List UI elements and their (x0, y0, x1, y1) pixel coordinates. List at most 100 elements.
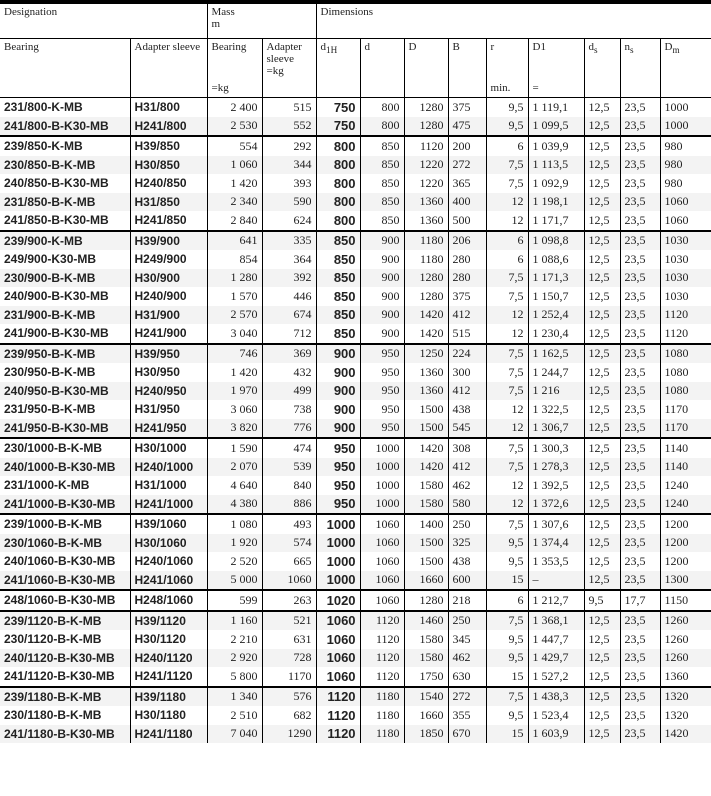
cell-adapter-sleeve: H30/1000 (129, 437, 208, 458)
cell-mass-bearing: 4 380 (206, 494, 263, 514)
cell-d1h: 1060 (315, 667, 361, 687)
table-row: 230/1000-B-K-MB H30/1000 1 590 474 950 1000 14… (0, 437, 711, 458)
cell-Dm: 1030 (659, 287, 711, 306)
cell-d: 1000 (359, 494, 405, 514)
cell-d: 950 (359, 400, 405, 419)
cell-Dm: 1080 (659, 381, 711, 400)
cell-r: 7,5 (485, 609, 529, 630)
cell-d: 1000 (359, 476, 405, 495)
cell-bearing: 240/1000-B-K30-MB (0, 457, 130, 476)
cell-D1: 1 374,4 (527, 533, 585, 552)
cell-D1: 1 198,1 (527, 192, 585, 211)
cell-d1h: 750 (315, 116, 361, 136)
cell-B: 462 (447, 648, 487, 667)
cell-bearing: 239/1000-B-K-MB (0, 513, 130, 534)
cell-mass-bearing: 1 970 (206, 381, 263, 400)
table-row: 241/950-B-K30-MB H241/950 3 820 776 900 950 15… (0, 418, 711, 438)
cell-adapter-sleeve: H30/1180 (129, 706, 208, 725)
cell-ds: 12,5 (583, 457, 621, 476)
cell-r: 9,5 (485, 533, 529, 552)
cell-d1h: 800 (315, 211, 361, 231)
cell-adapter-sleeve: H30/1060 (129, 533, 208, 552)
cell-B: 412 (447, 457, 487, 476)
cell-d: 1060 (359, 513, 405, 534)
cell-D: 1250 (403, 342, 449, 363)
cell-d1h: 1060 (315, 609, 361, 630)
cell-D1: 1 230,4 (527, 324, 585, 344)
cell-Dm: 1240 (659, 476, 711, 495)
cell-mass-adapter: 886 (261, 494, 317, 514)
cell-B: 272 (447, 155, 487, 174)
cell-D: 1420 (403, 437, 449, 458)
table-row: 241/1120-B-K30-MB H241/1120 5 800 1170 1060 1… (0, 667, 711, 687)
cell-d: 1000 (359, 457, 405, 476)
cell-ns: 23,5 (619, 268, 661, 287)
cell-mass-adapter: 392 (261, 268, 317, 287)
cell-mass-bearing: 599 (206, 589, 263, 611)
cell-mass-adapter: 840 (261, 476, 317, 495)
cell-ds: 12,5 (583, 400, 621, 419)
cell-mass-bearing: 1 590 (206, 437, 263, 458)
table-row: 239/1000-B-K-MB H39/1060 1 080 493 1000 1060 1… (0, 513, 711, 534)
cell-mass-adapter: 1290 (261, 724, 317, 743)
cell-ds: 12,5 (583, 363, 621, 382)
cell-mass-adapter: 576 (261, 685, 317, 706)
cell-d: 950 (359, 418, 405, 438)
cell-d1h: 1000 (315, 552, 361, 571)
header-mass: Mass m (206, 2, 317, 39)
table-row: 241/1060-B-K30-MB H241/1060 5 000 1060 1000 1… (0, 570, 711, 590)
cell-Dm: 1140 (659, 457, 711, 476)
cell-d1h: 850 (315, 250, 361, 269)
cell-D1: 1 300,3 (527, 437, 585, 458)
cell-mass-bearing: 1 420 (206, 174, 263, 193)
cell-adapter-sleeve: H30/950 (129, 363, 208, 382)
table-row: 239/950-B-K-MB H39/950 746 369 900 950 1250 224… (0, 342, 711, 363)
cell-r: 7,5 (485, 513, 529, 534)
cell-mass-bearing: 554 (206, 135, 263, 156)
cell-d1h: 950 (315, 457, 361, 476)
cell-bearing: 231/900-B-K-MB (0, 305, 130, 324)
table-row: 231/950-B-K-MB H31/950 3 060 738 900 950 1500 4… (0, 400, 711, 419)
cell-ds: 9,5 (583, 589, 621, 611)
cell-mass-bearing: 4 640 (206, 476, 263, 495)
cell-ns: 23,5 (619, 287, 661, 306)
cell-adapter-sleeve: H39/1060 (129, 513, 208, 534)
cell-D: 1750 (403, 667, 449, 687)
cell-D1: 1 392,5 (527, 476, 585, 495)
cell-mass-adapter: 364 (261, 250, 317, 269)
cell-d1h: 1000 (315, 570, 361, 590)
cell-ns: 23,5 (619, 324, 661, 344)
table-row: 230/1060-B-K-MB H30/1060 1 920 574 1000 1060 1… (0, 533, 711, 552)
cell-ns: 17,7 (619, 589, 661, 611)
cell-mass-adapter: 776 (261, 418, 317, 438)
cell-ds: 12,5 (583, 155, 621, 174)
cell-r: 6 (485, 250, 529, 269)
cell-D1: 1 171,7 (527, 211, 585, 231)
table-row: 240/850-B-K30-MB H240/850 1 420 393 800 850 12… (0, 174, 711, 193)
cell-adapter-sleeve: H39/850 (129, 135, 208, 156)
header-Dm: Dm (659, 38, 711, 98)
cell-D1: 1 306,7 (527, 418, 585, 438)
cell-B: 250 (447, 513, 487, 534)
cell-ns: 23,5 (619, 685, 661, 706)
cell-B: 438 (447, 400, 487, 419)
cell-D1: 1 523,4 (527, 706, 585, 725)
cell-mass-bearing: 2 840 (206, 211, 263, 231)
cell-D: 1580 (403, 476, 449, 495)
cell-mass-adapter: 728 (261, 648, 317, 667)
cell-bearing: 239/1180-B-K-MB (0, 685, 130, 706)
cell-B: 475 (447, 116, 487, 136)
cell-ns: 23,5 (619, 381, 661, 400)
cell-ds: 12,5 (583, 174, 621, 193)
cell-bearing: 240/1060-B-K30-MB (4, 554, 116, 569)
cell-r: 12 (485, 400, 529, 419)
cell-mass-adapter: 574 (261, 533, 317, 552)
cell-B: 500 (447, 211, 487, 231)
cell-mass-bearing: 5 000 (206, 570, 263, 590)
cell-r: 7,5 (485, 174, 529, 193)
cell-bearing: 248/1060-B-K30-MB (0, 589, 130, 611)
cell-D: 1220 (403, 155, 449, 174)
cell-Dm: 1360 (659, 667, 711, 687)
cell-Dm: 1320 (659, 706, 711, 725)
cell-r: 7,5 (485, 155, 529, 174)
